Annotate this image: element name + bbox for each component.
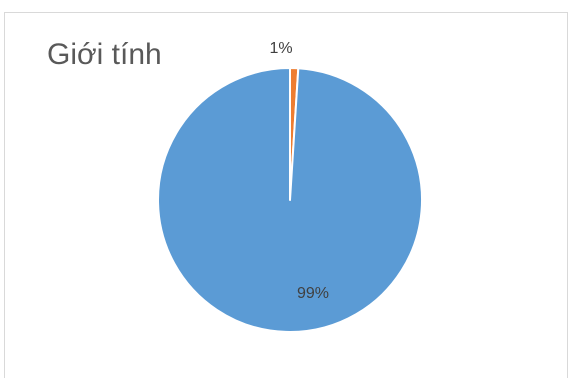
pie-data-labels: 1% 99%: [269, 40, 329, 302]
data-label-large: 99%: [297, 285, 329, 302]
pie-slices: [157, 66, 424, 333]
data-label-small: 1%: [269, 40, 292, 57]
chart-title: Giới tính: [47, 38, 162, 71]
pie-slice-large: [157, 67, 424, 333]
